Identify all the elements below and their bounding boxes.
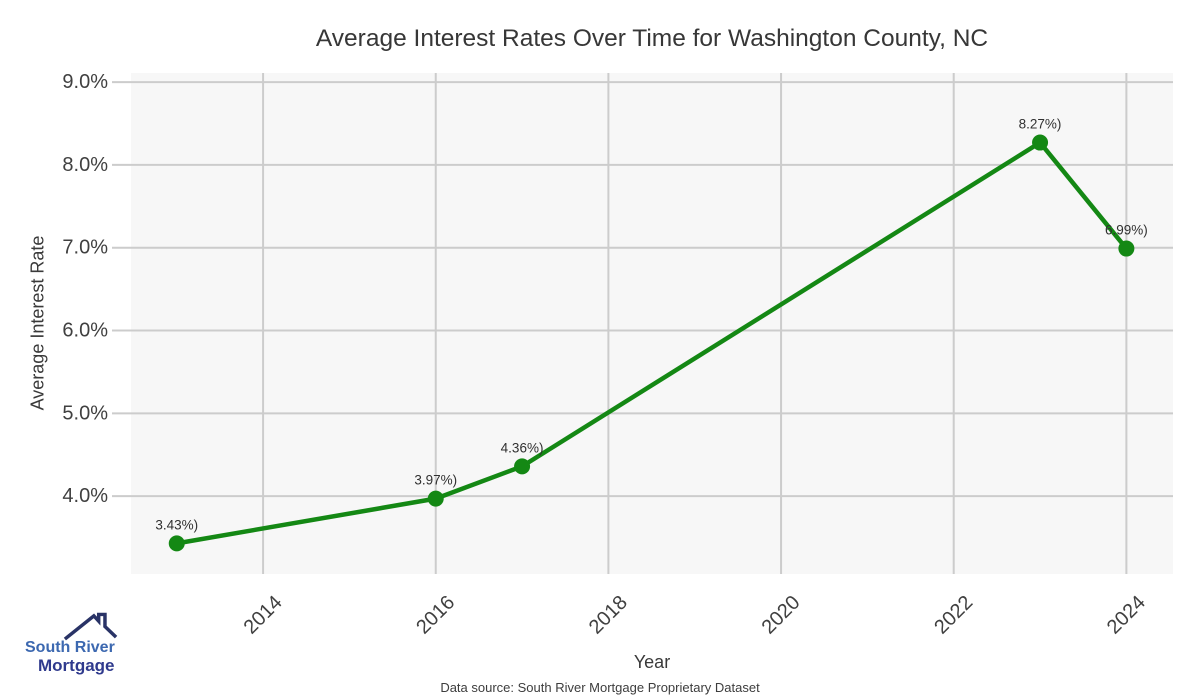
data-point-marker (514, 458, 531, 475)
y-tick-label: 8.0% (62, 154, 108, 176)
data-point-marker (1032, 134, 1049, 151)
x-tick-label: 2016 (412, 591, 459, 638)
x-axis-title: Year (633, 652, 671, 672)
x-tick-label: 2024 (1103, 591, 1150, 638)
data-point-marker (1118, 240, 1135, 257)
y-tick-label: 4.0% (62, 485, 108, 507)
data-point-label: 4.36%) (501, 440, 544, 455)
data-point-label: 3.43%) (155, 517, 198, 532)
south-river-mortgage-logo: South River Mortgage (25, 612, 155, 676)
chart-title: Average Interest Rates Over Time for Was… (315, 25, 989, 52)
logo-text-line1: South River (25, 639, 115, 656)
x-tick-label: 2022 (930, 591, 977, 638)
house-roof-icon (63, 612, 118, 641)
plot-background (131, 73, 1173, 574)
data-point-marker (427, 490, 444, 507)
data-point-label: 8.27%) (1019, 117, 1062, 132)
y-tick-label: 6.0% (62, 320, 108, 342)
data-point-marker (168, 535, 185, 552)
y-tick-label: 5.0% (62, 402, 108, 424)
y-tick-label: 7.0% (62, 237, 108, 259)
y-tick-label: 9.0% (62, 71, 108, 93)
x-tick-label: 2014 (240, 591, 287, 638)
data-point-label: 6.99%) (1105, 223, 1148, 238)
logo-text-line2: Mortgage (38, 656, 115, 675)
data-point-label: 3.97%) (414, 473, 457, 488)
x-tick-label: 2018 (585, 591, 632, 638)
data-source-note: Data source: South River Mortgage Propri… (440, 680, 760, 695)
x-tick-label: 2020 (758, 591, 805, 638)
